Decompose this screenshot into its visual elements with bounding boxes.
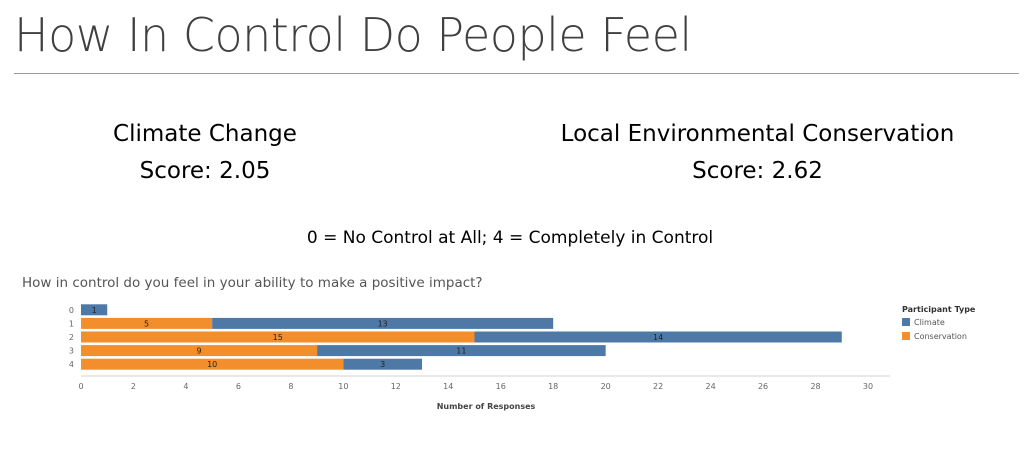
category-label-3: 3 [69,347,74,356]
bar-label-conservation-2: 15 [273,333,283,342]
bar-label-conservation-4: 10 [207,360,217,369]
x-tick-label-6: 6 [236,382,241,391]
bar-climate-4 [343,358,423,370]
legend-label-conservation: Conservation [914,332,967,341]
x-tick-label-30: 30 [863,382,873,391]
x-tick-label-2: 2 [131,382,136,391]
x-tick-label-14: 14 [443,382,453,391]
bar-conservation-4 [81,358,344,370]
x-tick-label-10: 10 [338,382,348,391]
bar-label-climate-2: 14 [653,333,663,342]
legend-swatch-climate [902,318,910,326]
bar-label-climate-3: 11 [456,347,466,356]
x-tick-label-4: 4 [183,382,188,391]
title-divider [14,73,1019,74]
x-tick-label-26: 26 [758,382,768,391]
x-tick-label-12: 12 [391,382,401,391]
climate-score-name: Climate Change [113,121,297,147]
bar-conservation-1 [81,317,213,329]
x-tick-label-0: 0 [78,382,83,391]
bar-label-conservation-3: 9 [197,347,202,356]
x-tick-label-28: 28 [810,382,820,391]
x-axis-title: Number of Responses [437,402,536,411]
bar-conservation-2 [81,331,475,343]
x-tick-label-24: 24 [706,382,716,391]
bar-climate-1 [212,317,554,329]
conservation-score-value: Score: 2.62 [692,158,823,184]
category-label-2: 2 [69,333,74,342]
bar-climate-0 [81,304,108,316]
bar-label-climate-0: 1 [92,306,97,315]
category-label-0: 0 [69,306,74,315]
bar-climate-2 [474,331,842,343]
climate-score-value: Score: 2.05 [139,158,271,184]
x-tick-label-8: 8 [288,382,293,391]
category-label-4: 4 [69,360,74,369]
legend-label-climate: Climate [914,318,945,327]
scale-note: 0 = No Control at All; 4 = Completely in… [306,228,714,248]
bar-label-conservation-1: 5 [144,319,149,328]
legend-title: Participant Type [902,305,976,314]
x-tick-label-20: 20 [601,382,611,391]
bar-climate-3 [317,345,606,357]
conservation-score-name: Local Environmental Conservation [560,121,955,147]
x-tick-label-22: 22 [653,382,663,391]
page-title: How In Control Do People Feel [14,8,692,62]
conservation-score-block: Local Environmental Conservation Score: … [540,116,975,190]
legend-swatch-conservation [902,332,910,340]
climate-score-block: Climate Change Score: 2.05 [100,116,310,190]
bar-label-climate-4: 3 [380,360,385,369]
chart-title: How in control do you feel in your abili… [22,275,483,291]
bar-conservation-3 [81,345,318,357]
category-label-1: 1 [69,319,74,328]
x-tick-label-18: 18 [548,382,558,391]
x-tick-label-16: 16 [496,382,506,391]
bar-label-climate-1: 13 [378,319,388,328]
